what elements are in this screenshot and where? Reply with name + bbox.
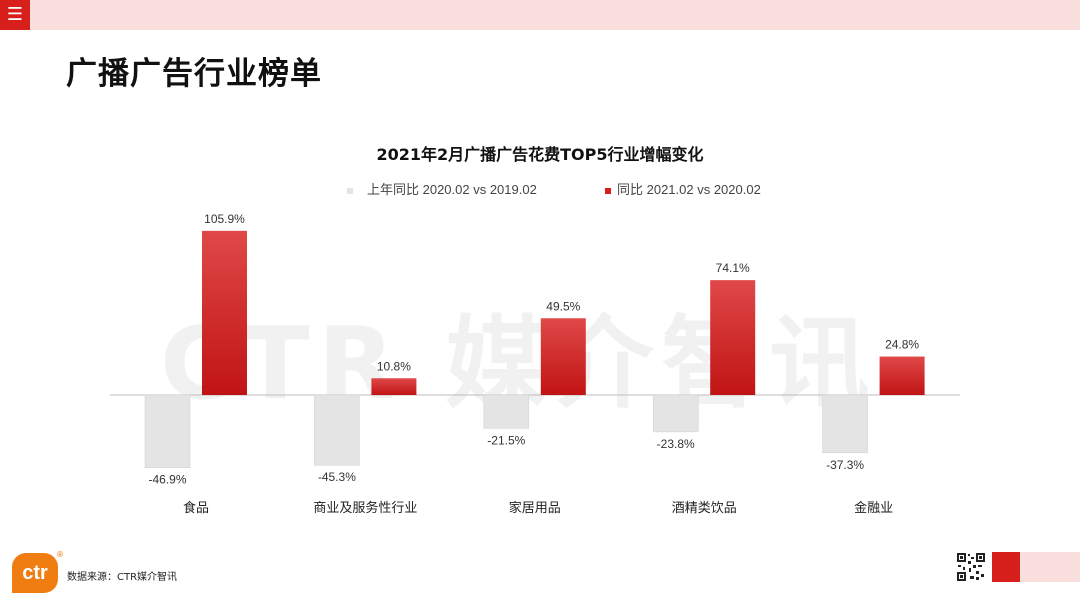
category-label: 金融业 — [854, 500, 893, 516]
legend-label-prior: 上年同比 2020.02 vs 2019.02 — [367, 182, 537, 197]
data-label-prior: -45.3% — [318, 470, 356, 484]
data-label-current: 24.8% — [885, 338, 919, 352]
bar-prior — [822, 394, 868, 454]
category-label: 商业及服务性行业 — [313, 500, 417, 516]
data-label-prior: -23.8% — [657, 437, 695, 451]
footer-pink-block — [1020, 552, 1080, 582]
data-label-current: 49.5% — [546, 299, 580, 313]
hamburger-icon[interactable]: ☰ — [0, 0, 30, 30]
data-label-current: 10.8% — [377, 359, 411, 373]
bar-current — [710, 280, 756, 395]
bar-current — [879, 356, 925, 395]
bar-current — [202, 230, 247, 395]
footer-red-block — [992, 552, 1020, 582]
legend-item-current: 同比 2021.02 vs 2020.02 — [605, 179, 761, 198]
source-note: 数据来源：CTR媒介智讯 — [67, 572, 178, 583]
legend-label-current: 同比 2021.02 vs 2020.02 — [617, 182, 761, 197]
data-label-prior: -37.3% — [826, 458, 864, 472]
category-label: 食品 — [183, 500, 209, 516]
category-label: 家居用品 — [509, 500, 561, 516]
registered-mark: ® — [56, 550, 64, 559]
qr-code-icon — [956, 552, 986, 582]
legend-item-prior: 上年同比 2020.02 vs 2019.02 — [347, 179, 537, 198]
top-bar — [0, 0, 1080, 30]
data-label-prior: -21.5% — [487, 433, 525, 447]
page-title: 广播广告行业榜单 — [66, 56, 322, 92]
legend-swatch-current — [605, 187, 611, 194]
bar-current — [371, 378, 417, 395]
bar-prior — [144, 394, 191, 468]
bar-current — [540, 318, 586, 395]
data-label-current: 74.1% — [716, 261, 750, 275]
category-label: 酒精类饮品 — [672, 501, 737, 516]
chart-title: 2021年2月广播广告花费TOP5行业增幅变化 — [376, 145, 704, 164]
bar-prior — [483, 394, 530, 429]
ctr-logo: ctr — [12, 553, 58, 593]
bar-prior — [652, 394, 699, 433]
bar-prior — [314, 394, 360, 466]
legend-swatch-prior — [347, 187, 353, 194]
data-label-prior: -46.9% — [148, 473, 186, 487]
data-label-current: 105.9% — [204, 212, 245, 226]
